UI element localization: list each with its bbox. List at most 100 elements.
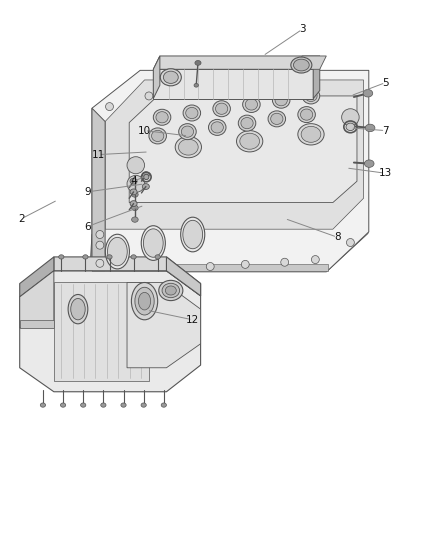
Ellipse shape: [101, 403, 106, 407]
Ellipse shape: [365, 124, 375, 132]
Polygon shape: [20, 257, 54, 297]
Ellipse shape: [298, 107, 315, 123]
Text: 11: 11: [92, 150, 105, 159]
Text: 9: 9: [84, 187, 91, 197]
Text: 4: 4: [130, 176, 137, 186]
Ellipse shape: [130, 200, 137, 207]
Text: 12: 12: [186, 315, 199, 325]
Ellipse shape: [60, 403, 66, 407]
Polygon shape: [153, 69, 313, 99]
Ellipse shape: [149, 128, 166, 144]
Ellipse shape: [155, 255, 160, 259]
Ellipse shape: [240, 133, 259, 149]
Polygon shape: [127, 282, 201, 368]
Ellipse shape: [71, 298, 85, 320]
Polygon shape: [92, 108, 105, 271]
Ellipse shape: [179, 124, 196, 140]
Text: 8: 8: [334, 232, 341, 242]
Ellipse shape: [271, 114, 283, 125]
Ellipse shape: [105, 235, 130, 269]
Ellipse shape: [275, 94, 287, 106]
Ellipse shape: [131, 205, 138, 211]
Ellipse shape: [131, 217, 138, 222]
Ellipse shape: [107, 255, 112, 259]
Polygon shape: [20, 271, 201, 392]
Ellipse shape: [127, 157, 145, 174]
Ellipse shape: [241, 118, 253, 128]
Polygon shape: [90, 192, 368, 272]
Ellipse shape: [194, 84, 198, 87]
Ellipse shape: [364, 160, 374, 167]
Ellipse shape: [143, 229, 163, 257]
Ellipse shape: [127, 175, 145, 192]
Ellipse shape: [135, 287, 154, 315]
Ellipse shape: [59, 255, 64, 259]
Ellipse shape: [342, 109, 359, 126]
Ellipse shape: [237, 131, 263, 152]
Ellipse shape: [156, 112, 168, 123]
Ellipse shape: [346, 123, 355, 131]
Ellipse shape: [195, 60, 201, 66]
Ellipse shape: [166, 286, 176, 295]
Ellipse shape: [83, 255, 88, 259]
Ellipse shape: [68, 294, 88, 324]
Polygon shape: [105, 80, 364, 229]
Polygon shape: [92, 264, 328, 271]
Ellipse shape: [298, 124, 324, 145]
Text: 13: 13: [379, 168, 392, 178]
Ellipse shape: [346, 239, 354, 247]
Ellipse shape: [291, 57, 312, 73]
Ellipse shape: [96, 260, 104, 268]
Text: 3: 3: [299, 25, 306, 34]
Ellipse shape: [183, 105, 201, 121]
Ellipse shape: [107, 237, 127, 266]
Ellipse shape: [141, 226, 165, 260]
Ellipse shape: [81, 403, 86, 407]
Ellipse shape: [211, 122, 223, 133]
Ellipse shape: [180, 217, 205, 252]
Ellipse shape: [243, 96, 260, 112]
Ellipse shape: [208, 119, 226, 135]
Ellipse shape: [96, 230, 104, 239]
Ellipse shape: [131, 282, 158, 320]
Text: 2: 2: [18, 214, 25, 223]
Ellipse shape: [302, 88, 320, 104]
Ellipse shape: [186, 108, 198, 118]
Polygon shape: [166, 257, 201, 296]
Ellipse shape: [161, 403, 166, 407]
Ellipse shape: [181, 126, 194, 137]
Ellipse shape: [206, 263, 214, 271]
Ellipse shape: [245, 99, 258, 110]
Ellipse shape: [131, 192, 138, 197]
Ellipse shape: [238, 115, 256, 131]
Ellipse shape: [141, 403, 146, 407]
Polygon shape: [54, 282, 149, 381]
Ellipse shape: [160, 69, 181, 86]
Ellipse shape: [213, 101, 230, 117]
Ellipse shape: [106, 102, 113, 110]
Polygon shape: [129, 96, 357, 203]
Ellipse shape: [183, 220, 203, 249]
Ellipse shape: [363, 90, 373, 97]
Polygon shape: [92, 70, 369, 271]
Ellipse shape: [130, 178, 137, 184]
Polygon shape: [153, 56, 320, 69]
Ellipse shape: [300, 109, 313, 120]
Ellipse shape: [131, 255, 136, 259]
Ellipse shape: [268, 111, 286, 127]
Ellipse shape: [153, 109, 171, 125]
Ellipse shape: [241, 260, 249, 269]
Ellipse shape: [130, 189, 137, 195]
Ellipse shape: [142, 183, 149, 189]
Ellipse shape: [138, 292, 151, 310]
Ellipse shape: [145, 92, 153, 100]
Ellipse shape: [305, 90, 317, 101]
Ellipse shape: [281, 258, 289, 266]
Ellipse shape: [215, 103, 228, 114]
Ellipse shape: [142, 172, 149, 178]
Polygon shape: [153, 56, 160, 99]
Ellipse shape: [144, 174, 149, 180]
Text: 10: 10: [138, 126, 151, 135]
Ellipse shape: [293, 59, 309, 71]
Ellipse shape: [152, 131, 164, 142]
